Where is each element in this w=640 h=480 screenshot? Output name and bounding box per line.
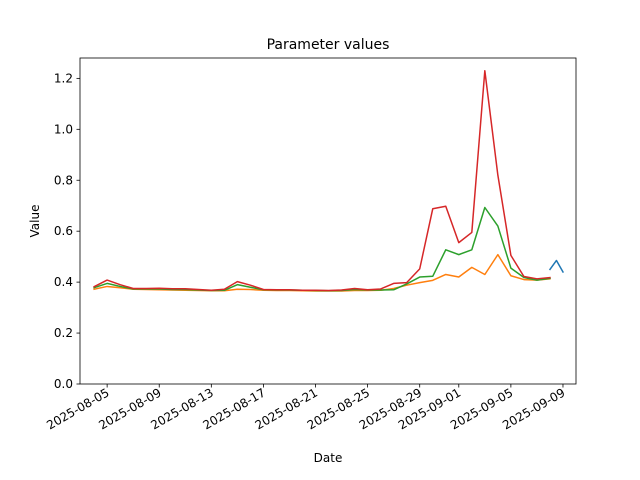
y-tick-label: 0.2 (54, 326, 73, 340)
y-tick-label: 0.0 (54, 377, 73, 391)
series-line-1 (548, 259, 565, 273)
chart-title: Parameter values (267, 37, 390, 53)
series-line-4 (93, 69, 551, 292)
series-layer (93, 69, 565, 292)
y-tick-label: 0.8 (54, 173, 73, 187)
plot-area (80, 58, 576, 384)
y-axis: 0.0 0.2 0.4 0.6 0.8 1.0 1.2 (54, 71, 80, 391)
y-tick-label: 1.0 (54, 122, 73, 136)
y-tick-label: 0.6 (54, 224, 73, 238)
plot-frame (79, 57, 577, 385)
y-tick-label: 0.4 (54, 275, 73, 289)
y-axis-label: Value (28, 205, 42, 238)
x-axis-label: Date (314, 451, 343, 465)
y-tick-label: 1.2 (54, 71, 73, 85)
